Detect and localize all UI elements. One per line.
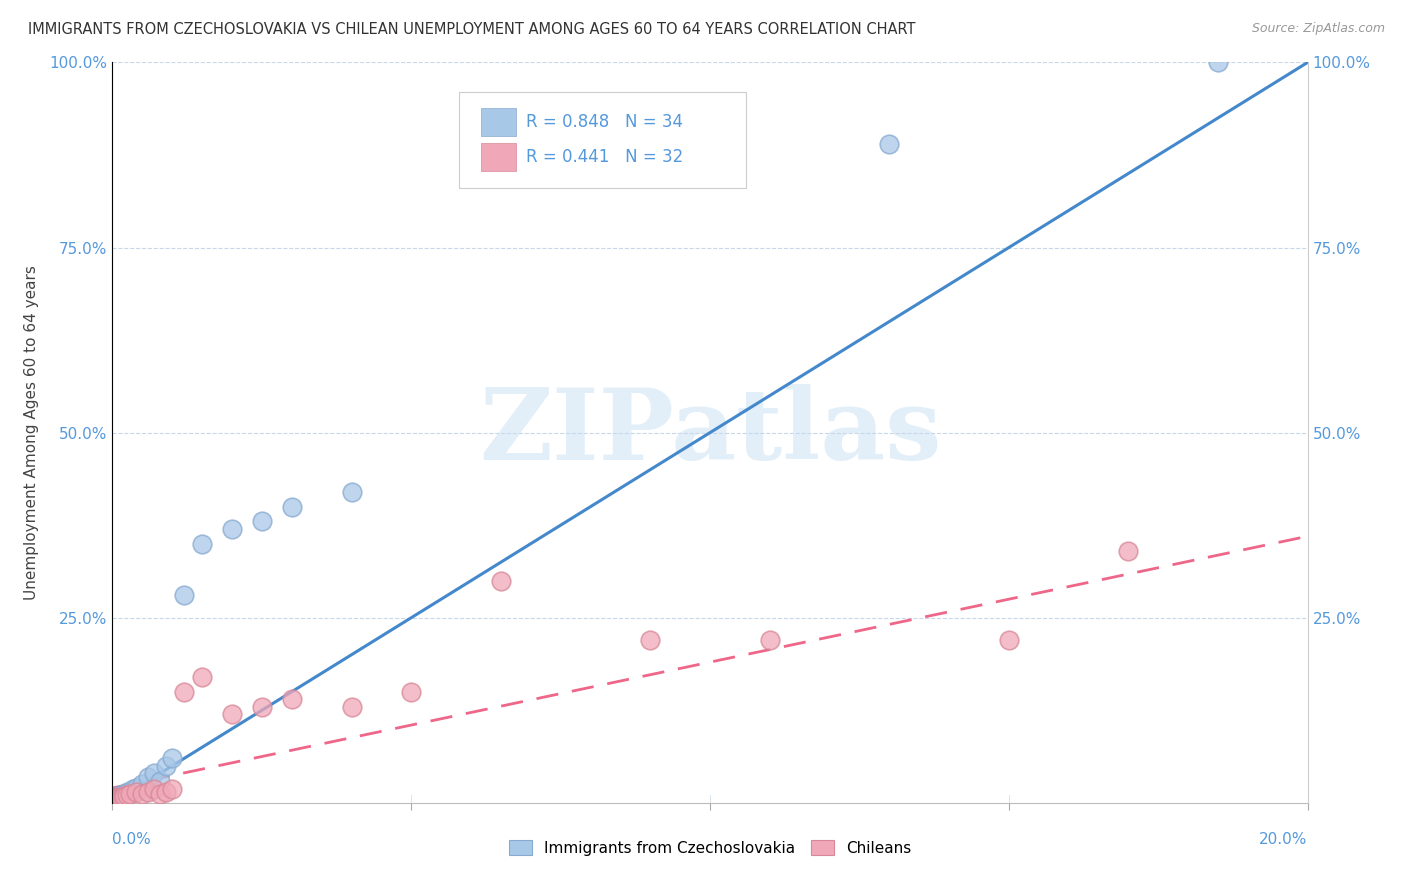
Point xyxy=(120,787,142,801)
Point xyxy=(759,632,782,647)
Point xyxy=(111,789,134,803)
Point xyxy=(107,790,129,805)
Point xyxy=(143,782,166,797)
Point xyxy=(104,789,127,804)
Point xyxy=(131,787,153,801)
Point xyxy=(108,789,131,804)
Point xyxy=(250,699,273,714)
Point xyxy=(105,792,128,806)
Point xyxy=(122,782,145,797)
Point xyxy=(143,766,166,780)
Point xyxy=(221,706,243,721)
Point xyxy=(107,791,129,805)
Point xyxy=(103,792,125,806)
Point xyxy=(105,791,128,805)
Point xyxy=(489,574,512,588)
Point xyxy=(105,790,128,805)
FancyBboxPatch shape xyxy=(481,108,516,136)
Point xyxy=(191,670,214,684)
Point xyxy=(340,484,363,499)
Point xyxy=(250,515,273,529)
Point xyxy=(110,789,132,804)
Text: ZIPatlas: ZIPatlas xyxy=(479,384,941,481)
Point xyxy=(107,790,129,805)
Point xyxy=(1206,55,1229,70)
Point xyxy=(131,777,153,791)
Point xyxy=(221,522,243,536)
Point xyxy=(114,787,135,801)
Text: IMMIGRANTS FROM CZECHOSLOVAKIA VS CHILEAN UNEMPLOYMENT AMONG AGES 60 TO 64 YEARS: IMMIGRANTS FROM CZECHOSLOVAKIA VS CHILEA… xyxy=(28,22,915,37)
Text: R = 0.441   N = 32: R = 0.441 N = 32 xyxy=(526,148,683,166)
Point xyxy=(640,632,662,647)
Point xyxy=(281,692,304,706)
Point xyxy=(104,791,127,805)
Point xyxy=(105,791,128,805)
Point xyxy=(117,789,139,803)
Text: Source: ZipAtlas.com: Source: ZipAtlas.com xyxy=(1251,22,1385,36)
Point xyxy=(103,792,125,806)
Point xyxy=(340,699,363,714)
Point xyxy=(155,758,177,772)
Y-axis label: Unemployment Among Ages 60 to 64 years: Unemployment Among Ages 60 to 64 years xyxy=(24,265,38,600)
Point xyxy=(125,785,148,799)
Point xyxy=(108,789,131,803)
Point xyxy=(105,790,128,805)
Point xyxy=(120,785,142,799)
Point xyxy=(138,770,160,784)
Point xyxy=(281,500,304,514)
Point xyxy=(173,589,195,603)
Point xyxy=(998,632,1021,647)
Point xyxy=(114,789,135,804)
Point xyxy=(149,773,172,788)
FancyBboxPatch shape xyxy=(481,143,516,171)
Point xyxy=(105,792,128,806)
Point xyxy=(112,789,135,804)
Point xyxy=(103,792,125,806)
Point xyxy=(162,751,183,765)
Point xyxy=(110,789,132,804)
Point xyxy=(117,787,139,801)
Point xyxy=(149,787,172,801)
Point xyxy=(401,685,423,699)
Legend: Immigrants from Czechoslovakia, Chileans: Immigrants from Czechoslovakia, Chileans xyxy=(503,834,917,862)
Point xyxy=(112,789,135,804)
Point xyxy=(155,785,177,799)
Point xyxy=(879,136,901,151)
Point xyxy=(173,685,195,699)
Point xyxy=(103,792,125,806)
Point xyxy=(1118,544,1140,558)
Point xyxy=(125,780,148,795)
Point xyxy=(138,785,160,799)
Text: R = 0.848   N = 34: R = 0.848 N = 34 xyxy=(526,113,683,131)
Text: 0.0%: 0.0% xyxy=(112,832,152,847)
Text: 20.0%: 20.0% xyxy=(1260,832,1308,847)
FancyBboxPatch shape xyxy=(458,92,747,188)
Point xyxy=(162,782,183,797)
Point xyxy=(110,791,132,805)
Point xyxy=(191,536,214,550)
Point xyxy=(114,789,136,803)
Point xyxy=(115,785,138,799)
